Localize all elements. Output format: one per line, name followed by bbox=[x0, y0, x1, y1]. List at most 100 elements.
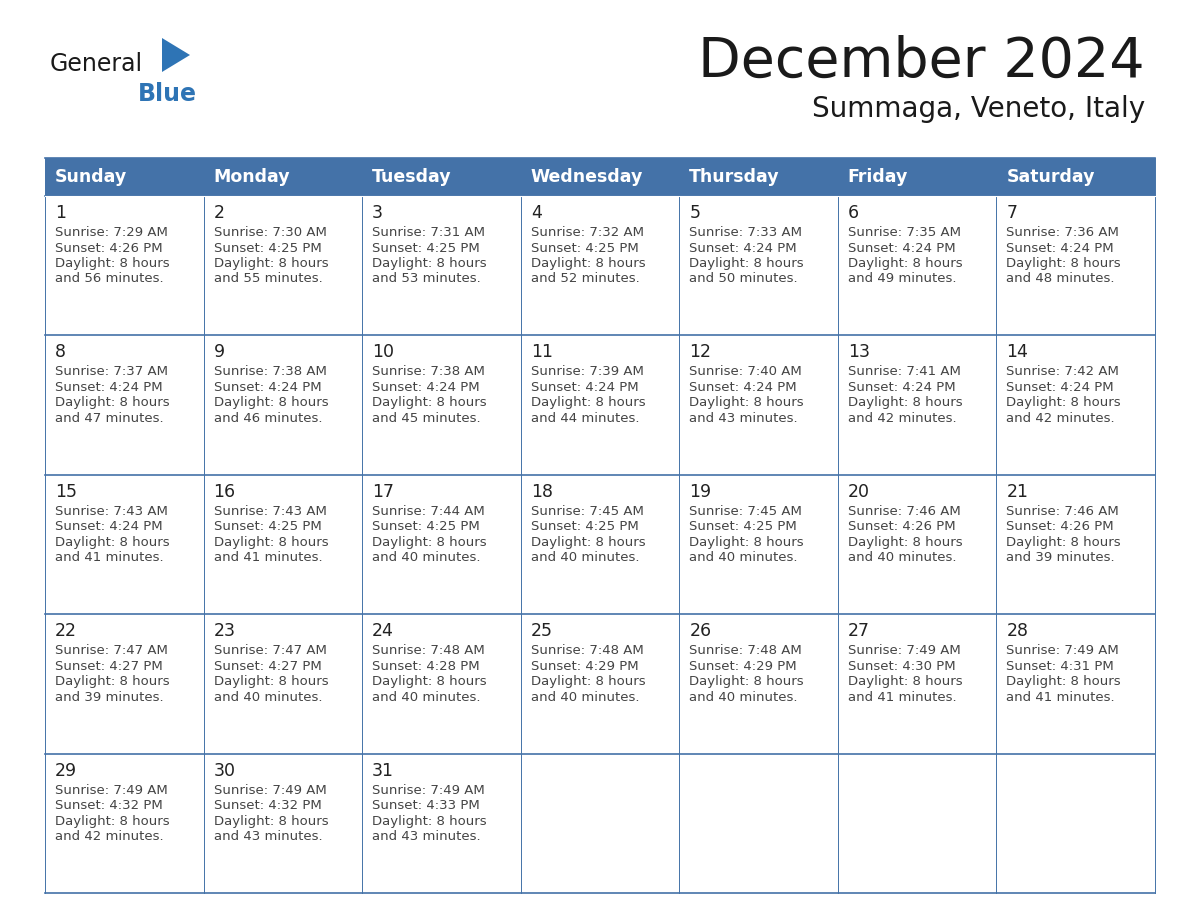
Text: Sunset: 4:24 PM: Sunset: 4:24 PM bbox=[55, 381, 163, 394]
Text: Sunrise: 7:31 AM: Sunrise: 7:31 AM bbox=[372, 226, 485, 239]
Text: Daylight: 8 hours: Daylight: 8 hours bbox=[214, 397, 328, 409]
Text: Sunrise: 7:45 AM: Sunrise: 7:45 AM bbox=[531, 505, 644, 518]
Text: Sunrise: 7:47 AM: Sunrise: 7:47 AM bbox=[214, 644, 327, 657]
Text: Daylight: 8 hours: Daylight: 8 hours bbox=[689, 397, 804, 409]
Text: Sunrise: 7:36 AM: Sunrise: 7:36 AM bbox=[1006, 226, 1119, 239]
Text: Daylight: 8 hours: Daylight: 8 hours bbox=[531, 536, 645, 549]
Text: Daylight: 8 hours: Daylight: 8 hours bbox=[55, 536, 170, 549]
Text: and 40 minutes.: and 40 minutes. bbox=[689, 690, 798, 704]
Text: 3: 3 bbox=[372, 204, 384, 222]
Text: Daylight: 8 hours: Daylight: 8 hours bbox=[372, 257, 487, 270]
Text: Sunrise: 7:46 AM: Sunrise: 7:46 AM bbox=[848, 505, 961, 518]
Text: Sunrise: 7:49 AM: Sunrise: 7:49 AM bbox=[214, 784, 327, 797]
Text: Sunrise: 7:48 AM: Sunrise: 7:48 AM bbox=[689, 644, 802, 657]
Text: Sunrise: 7:44 AM: Sunrise: 7:44 AM bbox=[372, 505, 485, 518]
Text: and 50 minutes.: and 50 minutes. bbox=[689, 273, 798, 285]
Text: 28: 28 bbox=[1006, 622, 1029, 640]
Text: and 42 minutes.: and 42 minutes. bbox=[55, 830, 164, 843]
Text: Sunset: 4:26 PM: Sunset: 4:26 PM bbox=[55, 241, 163, 254]
Text: 23: 23 bbox=[214, 622, 235, 640]
Text: Sunrise: 7:47 AM: Sunrise: 7:47 AM bbox=[55, 644, 168, 657]
Text: Sunset: 4:27 PM: Sunset: 4:27 PM bbox=[55, 660, 163, 673]
Text: Sunset: 4:25 PM: Sunset: 4:25 PM bbox=[214, 521, 321, 533]
Text: and 42 minutes.: and 42 minutes. bbox=[1006, 412, 1116, 425]
Text: Tuesday: Tuesday bbox=[372, 168, 451, 186]
Text: Summaga, Veneto, Italy: Summaga, Veneto, Italy bbox=[811, 95, 1145, 123]
Text: 21: 21 bbox=[1006, 483, 1029, 501]
Text: 2: 2 bbox=[214, 204, 225, 222]
Text: and 45 minutes.: and 45 minutes. bbox=[372, 412, 481, 425]
Text: Sunset: 4:25 PM: Sunset: 4:25 PM bbox=[531, 521, 638, 533]
Text: 14: 14 bbox=[1006, 343, 1029, 362]
Text: Daylight: 8 hours: Daylight: 8 hours bbox=[372, 397, 487, 409]
Text: and 40 minutes.: and 40 minutes. bbox=[848, 552, 956, 565]
Text: 27: 27 bbox=[848, 622, 870, 640]
Text: Daylight: 8 hours: Daylight: 8 hours bbox=[848, 257, 962, 270]
Text: and 42 minutes.: and 42 minutes. bbox=[848, 412, 956, 425]
Text: Sunrise: 7:49 AM: Sunrise: 7:49 AM bbox=[1006, 644, 1119, 657]
Text: Sunset: 4:27 PM: Sunset: 4:27 PM bbox=[214, 660, 321, 673]
Text: Thursday: Thursday bbox=[689, 168, 779, 186]
Text: Daylight: 8 hours: Daylight: 8 hours bbox=[214, 814, 328, 828]
Text: Sunrise: 7:49 AM: Sunrise: 7:49 AM bbox=[848, 644, 961, 657]
Bar bbox=[45, 158, 1155, 196]
Text: Sunrise: 7:49 AM: Sunrise: 7:49 AM bbox=[55, 784, 168, 797]
Text: and 39 minutes.: and 39 minutes. bbox=[55, 690, 164, 704]
Text: Sunset: 4:24 PM: Sunset: 4:24 PM bbox=[689, 241, 797, 254]
Text: Sunset: 4:24 PM: Sunset: 4:24 PM bbox=[214, 381, 321, 394]
Text: Sunset: 4:30 PM: Sunset: 4:30 PM bbox=[848, 660, 955, 673]
Text: Daylight: 8 hours: Daylight: 8 hours bbox=[531, 257, 645, 270]
Text: Daylight: 8 hours: Daylight: 8 hours bbox=[1006, 536, 1121, 549]
Text: and 41 minutes.: and 41 minutes. bbox=[1006, 690, 1116, 704]
Text: and 40 minutes.: and 40 minutes. bbox=[689, 552, 798, 565]
Text: 26: 26 bbox=[689, 622, 712, 640]
Text: Sunrise: 7:33 AM: Sunrise: 7:33 AM bbox=[689, 226, 802, 239]
Text: Blue: Blue bbox=[138, 82, 197, 106]
Text: Sunrise: 7:35 AM: Sunrise: 7:35 AM bbox=[848, 226, 961, 239]
Text: Friday: Friday bbox=[848, 168, 909, 186]
Text: Sunset: 4:31 PM: Sunset: 4:31 PM bbox=[1006, 660, 1114, 673]
Text: Daylight: 8 hours: Daylight: 8 hours bbox=[372, 536, 487, 549]
Text: Sunset: 4:32 PM: Sunset: 4:32 PM bbox=[214, 799, 321, 812]
Text: Sunrise: 7:48 AM: Sunrise: 7:48 AM bbox=[372, 644, 485, 657]
Text: Sunset: 4:26 PM: Sunset: 4:26 PM bbox=[1006, 521, 1114, 533]
Text: 9: 9 bbox=[214, 343, 225, 362]
Text: Sunrise: 7:40 AM: Sunrise: 7:40 AM bbox=[689, 365, 802, 378]
Text: Daylight: 8 hours: Daylight: 8 hours bbox=[55, 814, 170, 828]
Text: and 41 minutes.: and 41 minutes. bbox=[848, 690, 956, 704]
Text: Sunset: 4:24 PM: Sunset: 4:24 PM bbox=[689, 381, 797, 394]
Text: and 43 minutes.: and 43 minutes. bbox=[372, 830, 481, 843]
Text: 12: 12 bbox=[689, 343, 712, 362]
Text: 18: 18 bbox=[531, 483, 552, 501]
Text: Wednesday: Wednesday bbox=[531, 168, 643, 186]
Text: General: General bbox=[50, 52, 143, 76]
Text: Sunset: 4:24 PM: Sunset: 4:24 PM bbox=[1006, 241, 1114, 254]
Text: and 40 minutes.: and 40 minutes. bbox=[214, 690, 322, 704]
Text: and 39 minutes.: and 39 minutes. bbox=[1006, 552, 1116, 565]
Text: 7: 7 bbox=[1006, 204, 1017, 222]
Text: 31: 31 bbox=[372, 762, 394, 779]
Text: 11: 11 bbox=[531, 343, 552, 362]
Text: Daylight: 8 hours: Daylight: 8 hours bbox=[531, 676, 645, 688]
Text: Sunrise: 7:38 AM: Sunrise: 7:38 AM bbox=[214, 365, 327, 378]
Text: 25: 25 bbox=[531, 622, 552, 640]
Text: and 44 minutes.: and 44 minutes. bbox=[531, 412, 639, 425]
Text: Daylight: 8 hours: Daylight: 8 hours bbox=[214, 676, 328, 688]
Text: 30: 30 bbox=[214, 762, 235, 779]
Text: and 41 minutes.: and 41 minutes. bbox=[55, 552, 164, 565]
Text: Daylight: 8 hours: Daylight: 8 hours bbox=[372, 676, 487, 688]
Text: Daylight: 8 hours: Daylight: 8 hours bbox=[531, 397, 645, 409]
Text: Sunset: 4:25 PM: Sunset: 4:25 PM bbox=[372, 241, 480, 254]
Text: Sunrise: 7:38 AM: Sunrise: 7:38 AM bbox=[372, 365, 485, 378]
Text: Daylight: 8 hours: Daylight: 8 hours bbox=[55, 257, 170, 270]
Text: Daylight: 8 hours: Daylight: 8 hours bbox=[214, 257, 328, 270]
Text: 15: 15 bbox=[55, 483, 77, 501]
Text: Sunrise: 7:32 AM: Sunrise: 7:32 AM bbox=[531, 226, 644, 239]
Text: 16: 16 bbox=[214, 483, 235, 501]
Text: and 55 minutes.: and 55 minutes. bbox=[214, 273, 322, 285]
Text: and 40 minutes.: and 40 minutes. bbox=[372, 552, 481, 565]
Text: 6: 6 bbox=[848, 204, 859, 222]
Text: Sunset: 4:24 PM: Sunset: 4:24 PM bbox=[372, 381, 480, 394]
Text: Sunrise: 7:49 AM: Sunrise: 7:49 AM bbox=[372, 784, 485, 797]
Text: 20: 20 bbox=[848, 483, 870, 501]
